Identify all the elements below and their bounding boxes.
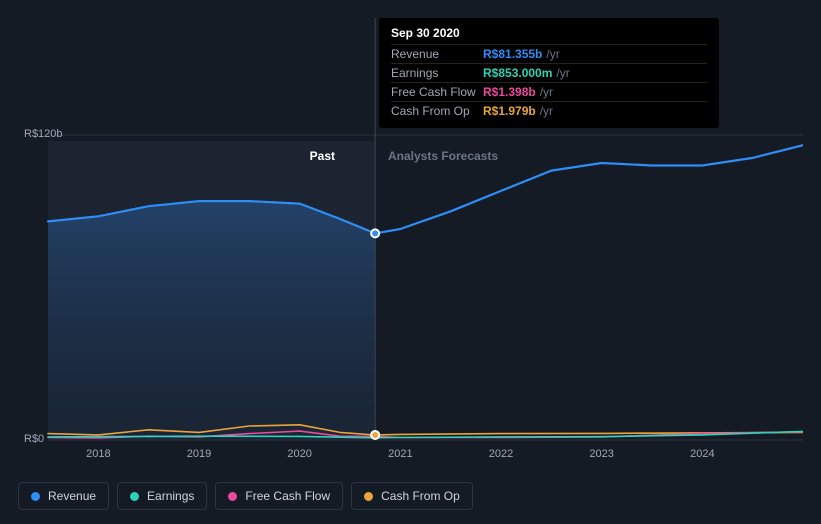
x-axis-label: 2019 [187, 448, 211, 460]
legend-dot-icon [364, 492, 373, 501]
tooltip-row-unit: /yr [556, 66, 569, 80]
legend-dot-icon [130, 492, 139, 501]
section-label-forecast: Analysts Forecasts [388, 149, 498, 163]
legend-item-revenue[interactable]: Revenue [18, 482, 109, 510]
legend-dot-icon [31, 492, 40, 501]
tooltip-row-label: Free Cash Flow [391, 85, 483, 99]
tooltip-row-label: Revenue [391, 47, 483, 61]
x-axis-label: 2024 [690, 448, 714, 460]
tooltip-row-value: R$853.000m [483, 66, 552, 80]
legend-label: Earnings [147, 489, 194, 503]
legend-dot-icon [228, 492, 237, 501]
tooltip-row: Free Cash FlowR$1.398b/yr [391, 82, 707, 101]
tooltip-row-unit: /yr [540, 85, 553, 99]
x-axis-label: 2020 [287, 448, 311, 460]
legend-label: Free Cash Flow [245, 489, 330, 503]
x-axis-label: 2023 [589, 448, 613, 460]
tooltip-row-value: R$1.979b [483, 104, 536, 118]
tooltip-row-label: Cash From Op [391, 104, 483, 118]
legend-item-cash-from-op[interactable]: Cash From Op [351, 482, 473, 510]
y-axis-label: R$120b [24, 128, 63, 140]
legend-item-free-cash-flow[interactable]: Free Cash Flow [215, 482, 343, 510]
tooltip-date: Sep 30 2020 [391, 26, 707, 44]
tooltip: Sep 30 2020 RevenueR$81.355b/yrEarningsR… [379, 18, 719, 128]
tooltip-row-value: R$81.355b [483, 47, 542, 61]
tooltip-row: Cash From OpR$1.979b/yr [391, 101, 707, 120]
legend-label: Revenue [48, 489, 96, 503]
tooltip-row-unit: /yr [546, 47, 559, 61]
tooltip-row-value: R$1.398b [483, 85, 536, 99]
x-axis-label: 2021 [388, 448, 412, 460]
legend: Revenue Earnings Free Cash Flow Cash From O… [18, 482, 473, 510]
x-axis-label: 2022 [489, 448, 513, 460]
tooltip-row: EarningsR$853.000m/yr [391, 63, 707, 82]
y-axis-label: R$0 [24, 433, 44, 445]
legend-item-earnings[interactable]: Earnings [117, 482, 207, 510]
tooltip-row-unit: /yr [540, 104, 553, 118]
x-axis-label: 2018 [86, 448, 110, 460]
legend-label: Cash From Op [381, 489, 460, 503]
section-label-past: Past [310, 149, 335, 163]
chart-container: Past Analysts Forecasts Sep 30 2020 Reve… [18, 0, 803, 470]
tooltip-row-label: Earnings [391, 66, 483, 80]
tooltip-row: RevenueR$81.355b/yr [391, 44, 707, 63]
